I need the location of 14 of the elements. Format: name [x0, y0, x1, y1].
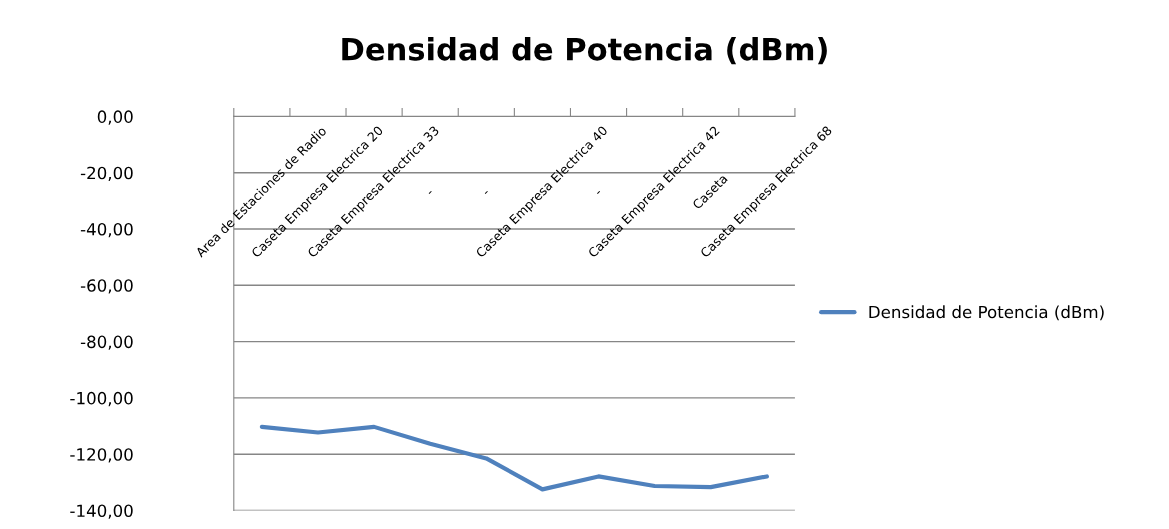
- line-series: [259, 424, 769, 492]
- legend-label: Densidad de Potencia (dBm): [869, 305, 1104, 321]
- y-tick-label: 0,00: [97, 110, 133, 125]
- y-tick-label: -80,00: [80, 335, 133, 350]
- y-tick-label: -60,00: [80, 279, 133, 294]
- x-tick-label: -: [428, 190, 432, 194]
- y-tick-label: -140,00: [70, 504, 133, 519]
- y-tick-label: -20,00: [80, 166, 133, 181]
- y-tick-label: -120,00: [70, 448, 133, 463]
- x-tick-label: -: [597, 190, 601, 194]
- chart-title: Densidad de Potencia (dBm): [342, 37, 827, 65]
- y-tick-label: -40,00: [80, 222, 133, 238]
- y-tick-label: -100,00: [70, 391, 133, 407]
- x-tick-label: -: [484, 190, 488, 194]
